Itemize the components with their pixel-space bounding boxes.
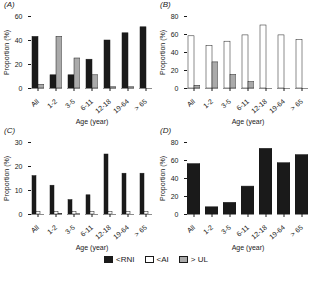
svg-text:20: 20 — [171, 67, 179, 74]
svg-text:Proportion (%): Proportion (%) — [159, 156, 167, 201]
svg-text:All: All — [186, 223, 197, 234]
svg-text:20: 20 — [171, 193, 179, 200]
html-text:<AI: <AI — [156, 255, 169, 264]
svg-text:19-64: 19-64 — [268, 98, 286, 115]
svg-text:1-2: 1-2 — [46, 224, 58, 236]
svg-text:40: 40 — [171, 175, 179, 182]
html-text:(D): (D) — [160, 126, 172, 135]
svg-text:All: All — [30, 223, 41, 234]
svg-text:1-2: 1-2 — [46, 98, 58, 110]
svg-text:3-5: 3-5 — [64, 224, 76, 236]
svg-text:60: 60 — [171, 31, 179, 38]
svg-text:0: 0 — [175, 85, 179, 92]
svg-text:6-11: 6-11 — [79, 98, 94, 112]
svg-text:19-64: 19-64 — [112, 224, 130, 241]
svg-text:0: 0 — [19, 85, 23, 92]
svg-text:Proportion (%): Proportion (%) — [3, 30, 11, 75]
svg-text:19-64: 19-64 — [268, 224, 286, 241]
svg-text:40: 40 — [171, 49, 179, 56]
svg-text:Age (year): Age (year) — [232, 244, 265, 252]
html-text:> UL: > UL — [190, 255, 208, 264]
svg-text:All: All — [186, 97, 197, 108]
svg-text:12-18: 12-18 — [94, 98, 112, 115]
svg-text:3-5: 3-5 — [220, 224, 232, 236]
svg-text:60: 60 — [15, 13, 23, 20]
svg-text:1-2: 1-2 — [202, 224, 214, 236]
svg-text:30: 30 — [15, 139, 23, 146]
html-text:(B): (B) — [160, 0, 171, 9]
svg-text:12-18: 12-18 — [94, 224, 112, 241]
svg-text:6-11: 6-11 — [235, 224, 250, 238]
svg-text:> 65: > 65 — [289, 224, 304, 238]
svg-text:Age (year): Age (year) — [76, 118, 109, 126]
svg-text:20: 20 — [15, 163, 23, 170]
svg-text:> 65: > 65 — [133, 98, 148, 112]
svg-text:80: 80 — [171, 13, 179, 20]
svg-text:80: 80 — [171, 139, 179, 146]
svg-text:10: 10 — [15, 187, 23, 194]
svg-text:12-18: 12-18 — [250, 98, 268, 115]
svg-text:0: 0 — [19, 211, 23, 218]
svg-text:3-5: 3-5 — [220, 98, 232, 110]
svg-text:60: 60 — [171, 157, 179, 164]
svg-text:20: 20 — [15, 61, 23, 68]
svg-text:All: All — [30, 97, 41, 108]
svg-text:> 65: > 65 — [133, 224, 148, 238]
svg-text:Age (year): Age (year) — [76, 244, 109, 252]
html-text:<RNI: <RNI — [116, 255, 135, 264]
svg-text:Proportion (%): Proportion (%) — [159, 30, 167, 75]
html-text:(C): (C) — [4, 126, 16, 135]
svg-text:40: 40 — [15, 37, 23, 44]
svg-text:19-64: 19-64 — [112, 98, 130, 115]
svg-text:6-11: 6-11 — [235, 98, 250, 112]
svg-text:0: 0 — [175, 211, 179, 218]
svg-text:6-11: 6-11 — [79, 224, 94, 238]
svg-text:12-18: 12-18 — [250, 224, 268, 241]
svg-text:3-5: 3-5 — [64, 98, 76, 110]
svg-text:Age (year): Age (year) — [232, 118, 265, 126]
html-text:(A): (A) — [4, 0, 15, 9]
svg-text:1-2: 1-2 — [202, 98, 214, 110]
svg-text:Proportion (%): Proportion (%) — [3, 156, 11, 201]
svg-text:> 65: > 65 — [289, 98, 304, 112]
